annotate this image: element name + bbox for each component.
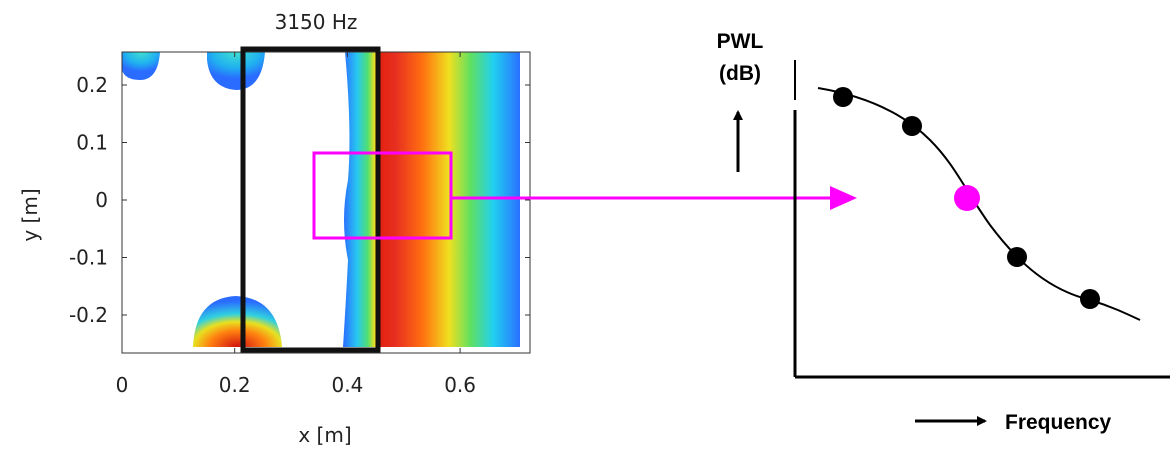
magenta-box [312, 151, 453, 240]
highlight-point [954, 185, 980, 211]
y-tick-label: 0 [95, 188, 108, 212]
x-tick-label: 0.2 [219, 373, 251, 397]
y-label: y [m] [18, 188, 42, 241]
y-tick-label: 0.2 [76, 73, 108, 97]
curve [817, 87, 1141, 321]
x-tick-label: 0 [116, 373, 129, 397]
heatmap [122, 52, 520, 347]
point [902, 116, 922, 136]
magenta-arrowhead [830, 186, 857, 210]
point [833, 87, 853, 107]
x-label-right: Frequency [1005, 411, 1112, 434]
x-tick-label: 0.4 [331, 373, 363, 397]
x-tick-label: 0.6 [444, 373, 476, 397]
point [1080, 289, 1100, 309]
black-box [240, 46, 381, 353]
y-tick-label: 0.1 [76, 131, 108, 155]
y-tick-label: -0.1 [69, 246, 108, 270]
y-label-line1: PWL [717, 30, 764, 53]
plot-title: 3150 Hz [275, 10, 358, 34]
y-label-line2: (dB) [719, 62, 761, 85]
point [1007, 247, 1027, 267]
x-label: x [m] [298, 423, 351, 447]
y-tick-label: -0.2 [69, 303, 108, 327]
plot-frame [121, 51, 531, 354]
